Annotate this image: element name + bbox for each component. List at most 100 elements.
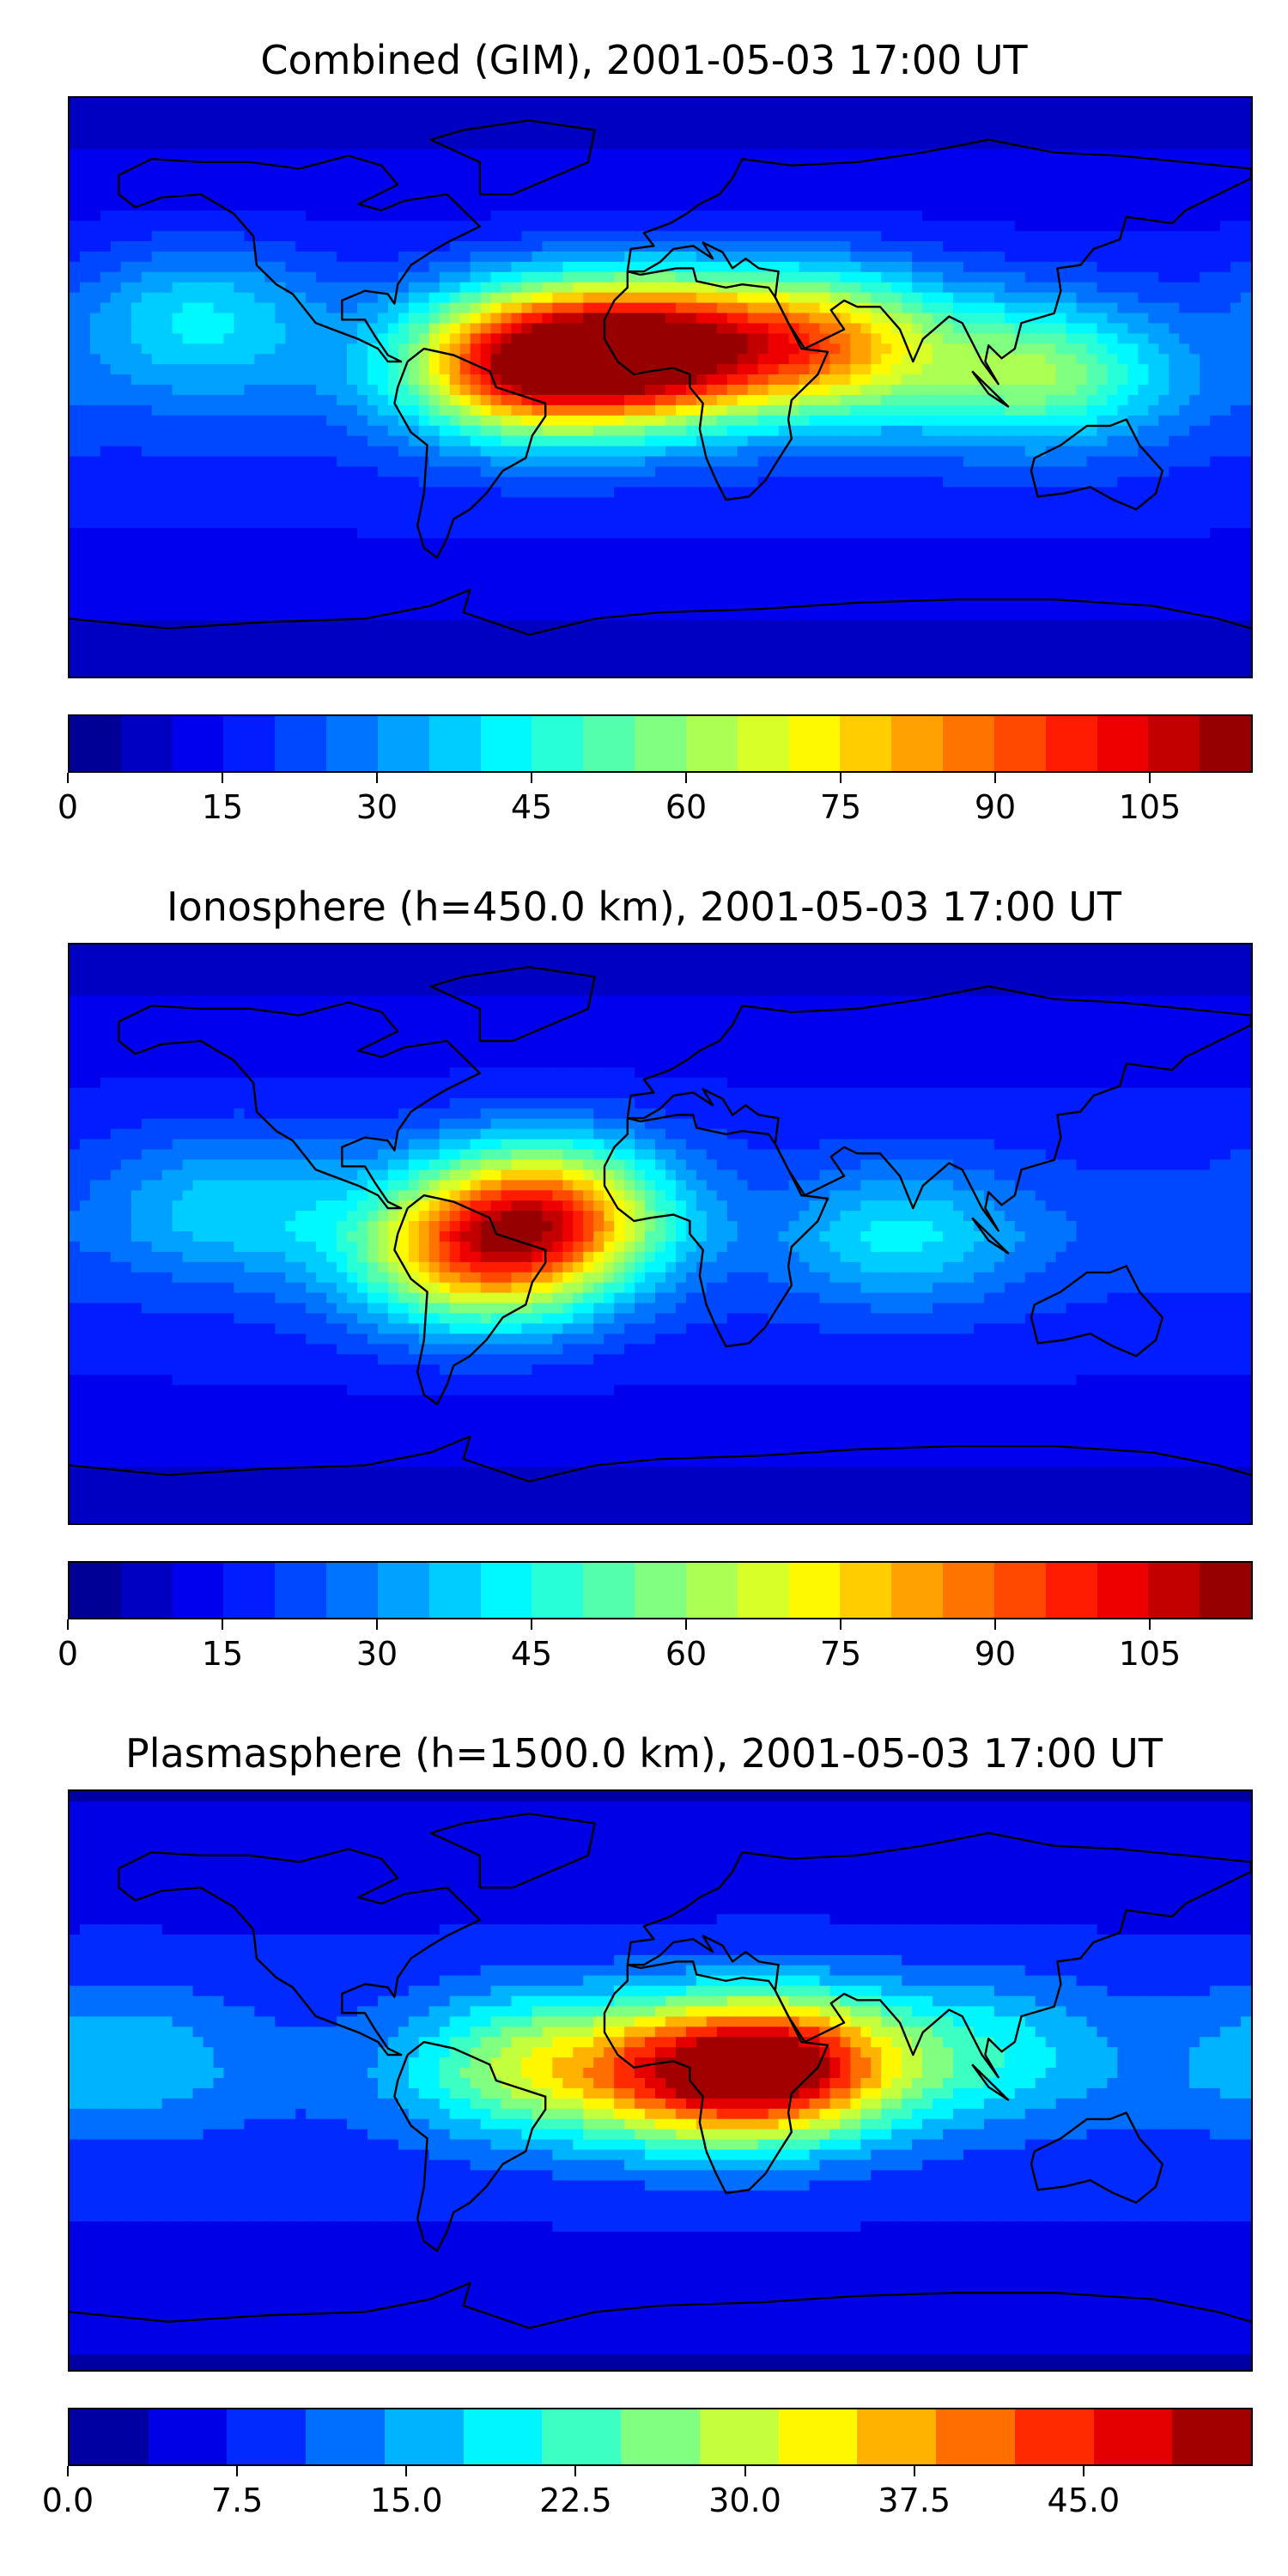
- field-cell: [871, 221, 882, 232]
- field-cell: [593, 477, 605, 488]
- field-cell: [100, 221, 112, 232]
- field-cell: [480, 538, 492, 550]
- field-cell: [933, 107, 944, 119]
- field-cell: [264, 128, 276, 140]
- field-cell: [983, 415, 995, 427]
- field-cell: [953, 477, 964, 488]
- field-cell: [306, 425, 317, 437]
- field-cell: [778, 487, 790, 498]
- field-cell: [275, 333, 286, 344]
- field-cell: [593, 528, 605, 539]
- field-cell: [891, 107, 902, 119]
- field-cell: [1004, 251, 1016, 263]
- field-cell: [1045, 507, 1057, 519]
- field-cell: [244, 323, 255, 334]
- field-cell: [922, 221, 933, 232]
- field-cell: [161, 221, 173, 232]
- field-cell: [583, 292, 594, 304]
- field-cell: [706, 394, 718, 406]
- field-cell: [757, 292, 769, 304]
- field-cell: [685, 221, 697, 232]
- field-cell: [1158, 251, 1170, 263]
- field-cell: [1179, 149, 1190, 161]
- field-cell: [347, 282, 358, 294]
- field-cell: [387, 107, 399, 119]
- field-cell: [1189, 190, 1200, 201]
- field-cell: [449, 282, 461, 294]
- field-cell: [912, 221, 923, 232]
- field-cell: [70, 456, 81, 468]
- field-cell: [285, 538, 296, 550]
- field-cell: [645, 190, 656, 201]
- field-cell: [1004, 159, 1016, 171]
- field-cell: [840, 159, 851, 171]
- field-cell: [922, 528, 933, 539]
- field-cell: [223, 518, 235, 529]
- field-cell: [1210, 425, 1221, 437]
- field-cell: [1107, 118, 1119, 130]
- field-cell: [377, 354, 389, 365]
- field-cell: [470, 261, 482, 273]
- field-cell: [203, 446, 215, 458]
- field-cell: [295, 169, 307, 181]
- field-cell: [490, 394, 502, 406]
- field-cell: [726, 528, 738, 539]
- field-cell: [1189, 466, 1200, 477]
- field-cell: [501, 404, 513, 416]
- field-cell: [367, 323, 379, 334]
- field-cell: [110, 343, 122, 355]
- field-cell: [275, 138, 286, 150]
- field-cell: [871, 190, 882, 201]
- field-cell: [829, 394, 841, 406]
- field-cell: [275, 210, 286, 222]
- field-cell: [1179, 374, 1190, 386]
- field-cell: [1200, 138, 1211, 150]
- field-cell: [1014, 404, 1026, 416]
- field-cell: [973, 364, 985, 375]
- field-cell: [891, 466, 902, 477]
- field-cell: [326, 385, 337, 396]
- field-cell: [1066, 354, 1078, 365]
- field-cell: [737, 138, 749, 150]
- field-cell: [860, 128, 872, 140]
- field-cell: [141, 364, 153, 375]
- field-cell: [902, 118, 913, 130]
- field-cell: [562, 107, 574, 119]
- field-cell: [552, 261, 563, 273]
- field-cell: [604, 179, 615, 191]
- field-cell: [983, 98, 995, 109]
- field-cell: [264, 497, 276, 508]
- field-cell: [490, 518, 502, 529]
- field-cell: [1097, 374, 1109, 386]
- field-cell: [316, 210, 327, 222]
- field-cell: [387, 323, 399, 334]
- field-cell: [552, 149, 563, 161]
- field-cell: [141, 313, 153, 325]
- field-cell: [192, 446, 204, 458]
- field-cell: [747, 261, 759, 273]
- field-cell: [151, 518, 163, 529]
- field-cell: [1014, 302, 1026, 314]
- field-cell: [110, 518, 122, 529]
- field-cell: [614, 497, 625, 508]
- field-cell: [953, 179, 964, 191]
- field-cell: [583, 323, 594, 334]
- field-cell: [521, 374, 533, 386]
- field-cell: [357, 446, 368, 458]
- field-cell: [203, 169, 215, 181]
- field-cell: [480, 292, 492, 304]
- field-cell: [151, 425, 163, 437]
- field-cell: [511, 138, 523, 150]
- field-cell: [254, 456, 265, 468]
- field-cell: [737, 323, 749, 334]
- field-cell: [902, 477, 913, 488]
- field-cell: [1210, 261, 1221, 273]
- field-cell: [110, 425, 122, 437]
- field-cell: [583, 118, 594, 130]
- field-cell: [1004, 394, 1016, 406]
- field-cell: [726, 374, 738, 386]
- field-cell: [439, 241, 451, 252]
- field-cell: [614, 169, 625, 181]
- field-cell: [470, 538, 482, 550]
- field-cell: [264, 190, 276, 201]
